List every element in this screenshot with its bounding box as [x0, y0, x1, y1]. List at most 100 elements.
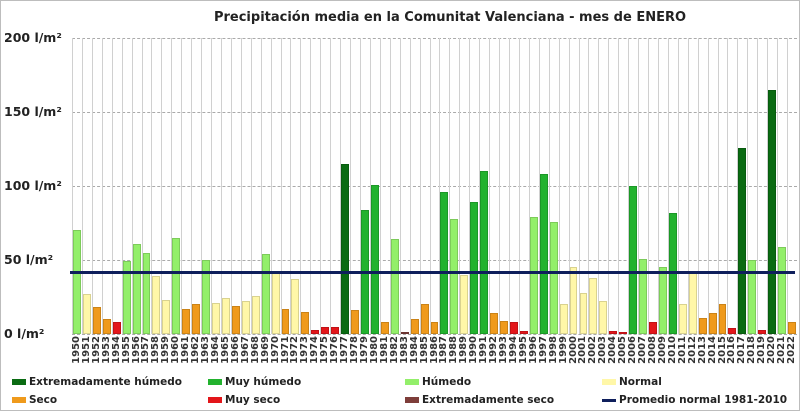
- gridline-vertical: [300, 38, 302, 334]
- gridline-vertical: [389, 38, 391, 334]
- bar-2017: [738, 147, 747, 334]
- gridline-horizontal: [72, 186, 797, 187]
- legend-item: Húmedo: [405, 376, 471, 388]
- gridline-vertical: [270, 38, 272, 334]
- gridline-vertical: [121, 38, 123, 334]
- gridline-vertical: [161, 38, 163, 334]
- gridline-vertical: [548, 38, 550, 334]
- bar-2019: [758, 329, 767, 334]
- gridline-vertical: [250, 38, 252, 334]
- gridline-vertical: [697, 38, 699, 334]
- bar-1980: [370, 184, 379, 334]
- gridline-vertical: [290, 38, 292, 334]
- legend-label: Normal: [619, 376, 662, 388]
- gridline-vertical: [320, 38, 322, 334]
- bar-1954: [112, 322, 121, 334]
- gridline-horizontal: [72, 334, 797, 335]
- bar-2006: [629, 186, 638, 334]
- bar-1971: [281, 308, 290, 334]
- bar-2000: [569, 267, 578, 334]
- gridline-horizontal: [72, 38, 797, 39]
- bar-2012: [688, 271, 697, 334]
- gridline-vertical: [439, 38, 441, 334]
- legend-label: Seco: [29, 394, 58, 406]
- bar-1964: [212, 302, 220, 334]
- gridline-vertical: [687, 38, 689, 334]
- legend-item: Muy húmedo: [208, 376, 301, 388]
- bar-1991: [480, 171, 489, 334]
- gridline-vertical: [568, 38, 570, 334]
- gridline-vertical: [638, 38, 640, 334]
- gridline-vertical: [310, 38, 312, 334]
- gridline-vertical: [131, 38, 133, 334]
- legend-label: Extremadamente húmedo: [29, 376, 182, 388]
- gridline-vertical: [459, 38, 461, 334]
- gridline-vertical: [737, 38, 739, 334]
- gridline-vertical: [429, 38, 431, 334]
- gridline-vertical: [657, 38, 659, 334]
- legend-item: Muy seco: [208, 394, 280, 406]
- gridline-vertical: [419, 38, 421, 334]
- gridline-vertical: [191, 38, 193, 334]
- gridline-vertical: [449, 38, 451, 334]
- gridline-vertical: [747, 38, 749, 334]
- legend-label: Extremadamente seco: [422, 394, 555, 406]
- x-axis: 1950 1951 1952 1953 1954 1955 1956 1957 1958 1959…: [71, 336, 798, 372]
- y-tick-label: 200 l/m²: [4, 30, 62, 45]
- bar-1953: [102, 319, 111, 334]
- gridline-vertical: [757, 38, 759, 334]
- bar-1951: [82, 294, 91, 334]
- gridline-vertical: [111, 38, 113, 334]
- gridline-vertical: [518, 38, 520, 334]
- bar-1975: [321, 326, 330, 334]
- gridline-vertical: [479, 38, 481, 334]
- legend-item: Promedio normal 1981-2010: [602, 394, 787, 406]
- bar-2016: [728, 328, 737, 334]
- legend-color-swatch: [405, 397, 419, 403]
- gridline-vertical: [667, 38, 669, 334]
- legend-item: Extremadamente húmedo: [12, 376, 182, 388]
- bar-2020: [768, 89, 777, 334]
- bar-1982: [390, 239, 399, 334]
- gridline-vertical: [409, 38, 411, 334]
- bar-1973: [301, 311, 310, 334]
- legend-label: Muy húmedo: [225, 376, 302, 388]
- bar-1998: [549, 221, 558, 334]
- gridline-vertical: [141, 38, 143, 334]
- bar-2005: [619, 332, 628, 334]
- gridline-vertical: [340, 38, 342, 334]
- bar-1961: [182, 308, 191, 334]
- gridline-vertical: [399, 38, 401, 334]
- bar-1963: [202, 260, 211, 334]
- legend-item: Seco: [12, 394, 57, 406]
- y-tick-label: 100 l/m²: [4, 178, 62, 193]
- bar-1993: [500, 320, 508, 334]
- gridline-vertical: [101, 38, 103, 334]
- gridline-vertical: [648, 38, 650, 334]
- bar-1967: [241, 301, 250, 334]
- bar-1972: [291, 279, 300, 334]
- gridline-vertical: [538, 38, 540, 334]
- bar-1999: [559, 304, 568, 334]
- gridline-vertical: [280, 38, 282, 334]
- gridline-horizontal: [72, 260, 797, 261]
- gridline-vertical: [181, 38, 183, 334]
- gridline-vertical: [171, 38, 173, 334]
- y-tick-label: 0 l/m²: [4, 326, 45, 341]
- gridline-vertical: [211, 38, 213, 334]
- gridline-vertical: [787, 38, 789, 334]
- legend-item: Extremadamente seco: [405, 394, 554, 406]
- bar-1966: [231, 305, 240, 334]
- gridline-vertical: [588, 38, 590, 334]
- bar-1981: [380, 322, 389, 334]
- legend-label: Muy seco: [225, 394, 281, 406]
- x-tick-label: 2022: [786, 336, 798, 364]
- legend-color-swatch: [602, 379, 616, 385]
- gridline-vertical: [489, 38, 491, 334]
- gridline-vertical: [72, 38, 73, 334]
- bar-1958: [152, 276, 161, 334]
- bar-2004: [609, 331, 618, 334]
- bar-2002: [589, 277, 598, 334]
- legend-label: Húmedo: [422, 376, 472, 388]
- plot-area: [70, 38, 797, 335]
